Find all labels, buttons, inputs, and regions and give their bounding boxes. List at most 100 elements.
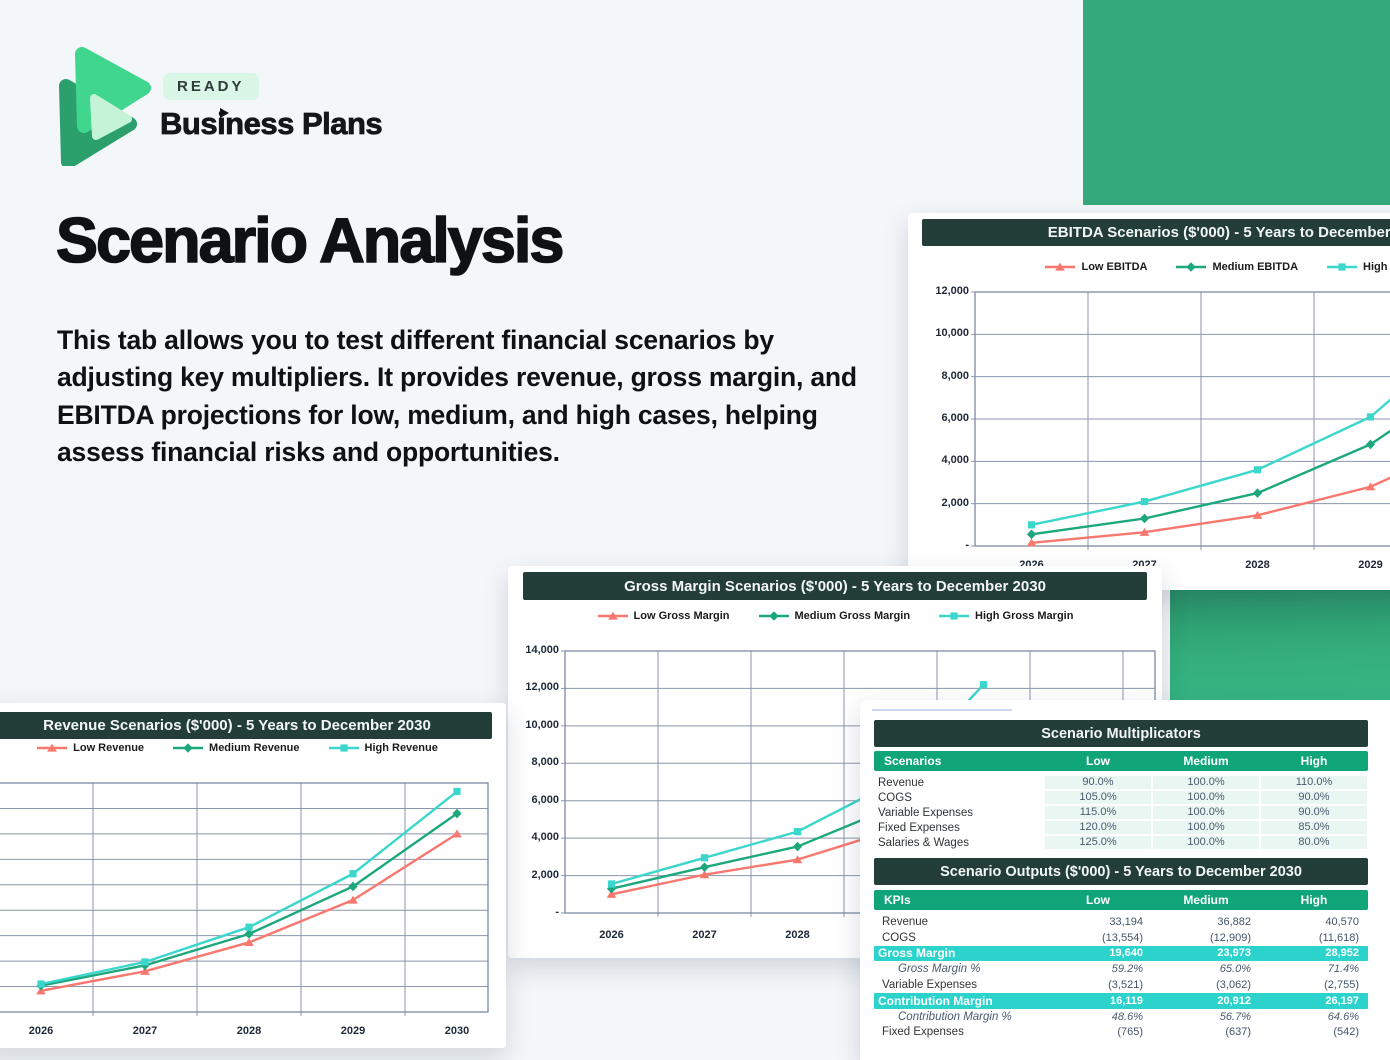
row-label: Gross Margin % bbox=[874, 963, 1044, 975]
y-axis-label: 6,000 bbox=[503, 794, 559, 806]
x-axis-label: 2026 bbox=[599, 929, 623, 941]
series-marker bbox=[1141, 498, 1148, 505]
table-row: Fixed Expenses(765)(637)(542) bbox=[874, 1025, 1368, 1041]
multiplier-value-cell[interactable]: 90.0% bbox=[1045, 776, 1151, 789]
table-row: Contribution Margin %48.6%56.7%64.6% bbox=[874, 1009, 1368, 1025]
chart-plot bbox=[0, 703, 506, 1048]
series-marker bbox=[608, 880, 615, 887]
row-label: Contribution Margin % bbox=[874, 1011, 1044, 1023]
series-marker bbox=[793, 842, 802, 852]
y-axis-label: 4,000 bbox=[503, 831, 559, 843]
ready-badge: READY bbox=[163, 73, 259, 100]
kpi-value: 64.6% bbox=[1260, 1011, 1368, 1023]
decor-green-block-mid bbox=[1170, 590, 1390, 701]
table-row: Variable Expenses(3,521)(3,062)(2,755) bbox=[874, 977, 1368, 993]
multiplier-value-cell[interactable]: 120.0% bbox=[1045, 821, 1151, 834]
x-axis-label: 2027 bbox=[692, 929, 716, 941]
chart-plot bbox=[908, 213, 1390, 590]
row-label: Variable Expenses bbox=[874, 979, 1044, 991]
column-header: Low bbox=[1044, 893, 1152, 907]
kpi-value: 28,952 bbox=[1260, 947, 1368, 959]
y-axis-label: 8,000 bbox=[913, 370, 969, 382]
y-axis-label: 12,000 bbox=[503, 681, 559, 693]
spreadsheet-edge-strip bbox=[872, 703, 1012, 711]
kpi-value: 36,882 bbox=[1152, 916, 1260, 928]
kpi-value: 71.4% bbox=[1260, 963, 1368, 975]
multiplier-value-cell[interactable]: 125.0% bbox=[1045, 836, 1151, 849]
x-axis-label: 2028 bbox=[1245, 559, 1269, 571]
column-header: Low bbox=[1044, 754, 1152, 768]
multiplier-value-cell[interactable]: 80.0% bbox=[1261, 836, 1367, 849]
series-marker bbox=[701, 854, 708, 861]
multiplier-value-cell[interactable]: 115.0% bbox=[1045, 806, 1151, 819]
multiplier-value-cell[interactable]: 90.0% bbox=[1261, 806, 1367, 819]
kpi-value: (3,521) bbox=[1044, 979, 1152, 991]
kpi-value: 26,197 bbox=[1260, 995, 1368, 1007]
kpi-value: (542) bbox=[1260, 1026, 1368, 1038]
decor-green-block-top bbox=[1083, 0, 1390, 205]
table-title: Scenario Outputs ($'000) - 5 Years to De… bbox=[874, 858, 1368, 885]
column-header: Scenarios bbox=[874, 754, 1044, 768]
multiplier-value-cell[interactable]: 100.0% bbox=[1153, 821, 1259, 834]
kpi-value: 56.7% bbox=[1152, 1011, 1260, 1023]
series-marker bbox=[1367, 413, 1374, 420]
kpi-value: 23,973 bbox=[1152, 947, 1260, 959]
brand-header: READY Business Plans bbox=[58, 46, 478, 166]
series-marker bbox=[794, 828, 801, 835]
x-axis-label: 2029 bbox=[1358, 559, 1382, 571]
multiplier-value-cell[interactable]: 100.0% bbox=[1153, 776, 1259, 789]
x-axis-label: 2028 bbox=[237, 1025, 261, 1037]
row-label: Variable Expenses bbox=[874, 807, 1044, 819]
series-marker bbox=[700, 862, 709, 872]
brand-name: Business Plans bbox=[160, 106, 382, 142]
row-label: Salaries & Wages bbox=[874, 837, 1044, 849]
kpi-value: 40,570 bbox=[1260, 916, 1368, 928]
kpi-value: (2,755) bbox=[1260, 979, 1368, 991]
kpi-value: (765) bbox=[1044, 1026, 1152, 1038]
series-line-medium bbox=[1032, 368, 1390, 534]
column-header: Medium bbox=[1152, 754, 1260, 768]
x-axis-label: 2027 bbox=[133, 1025, 157, 1037]
y-axis-label: - bbox=[503, 906, 559, 918]
kpi-value: 59.2% bbox=[1044, 963, 1152, 975]
series-marker bbox=[1140, 514, 1149, 524]
multiplier-value-cell[interactable]: 110.0% bbox=[1261, 776, 1367, 789]
multiplier-value-cell[interactable]: 90.0% bbox=[1261, 791, 1367, 804]
y-axis-label: 10,000 bbox=[913, 327, 969, 339]
multiplier-value-cell[interactable]: 100.0% bbox=[1153, 806, 1259, 819]
row-label: Revenue bbox=[874, 916, 1044, 928]
series-line-high bbox=[41, 791, 457, 984]
kpi-value: 16,119 bbox=[1044, 995, 1152, 1007]
multiplier-value-cell[interactable]: 100.0% bbox=[1153, 791, 1259, 804]
multiplier-value-cell[interactable]: 105.0% bbox=[1045, 791, 1151, 804]
row-label: Contribution Margin bbox=[874, 994, 1044, 1008]
multiplier-value-cell[interactable]: 100.0% bbox=[1153, 836, 1259, 849]
y-axis-label: 2,000 bbox=[503, 869, 559, 881]
series-marker bbox=[37, 980, 44, 987]
column-header: High bbox=[1260, 754, 1368, 768]
row-label: Gross Margin bbox=[874, 946, 1044, 960]
series-marker bbox=[1253, 488, 1262, 498]
kpi-value: (3,062) bbox=[1152, 979, 1260, 991]
y-axis-label: 2,000 bbox=[913, 497, 969, 509]
y-axis-label: 4,000 bbox=[913, 454, 969, 466]
page-description: This tab allows you to test different fi… bbox=[57, 322, 857, 471]
table-row: Gross Margin %59.2%65.0%71.4% bbox=[874, 961, 1368, 977]
multiplier-value-cell[interactable]: 85.0% bbox=[1261, 821, 1367, 834]
kpi-value: (11,618) bbox=[1260, 932, 1368, 944]
y-axis-label: 8,000 bbox=[503, 756, 559, 768]
column-header: Medium bbox=[1152, 893, 1260, 907]
y-axis-label: 14,000 bbox=[503, 644, 559, 656]
series-marker bbox=[453, 788, 460, 795]
y-axis-label: - bbox=[913, 539, 969, 551]
series-marker bbox=[349, 870, 356, 877]
x-axis-label: 2028 bbox=[785, 929, 809, 941]
